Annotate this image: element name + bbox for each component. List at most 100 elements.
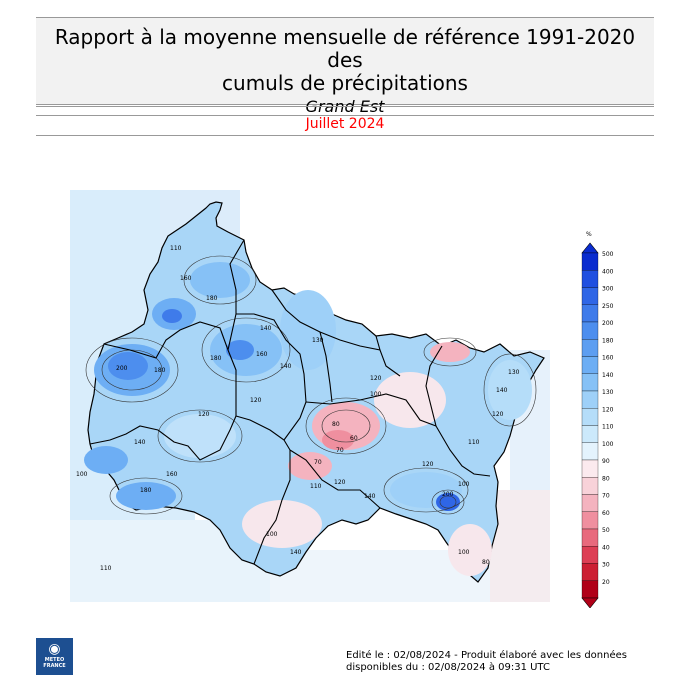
legend-level-label: 20 xyxy=(602,579,610,586)
near-normal-area xyxy=(242,500,322,548)
surrounding-field xyxy=(490,490,550,602)
contour-label: 70 xyxy=(314,459,322,466)
legend-swatch xyxy=(581,442,599,461)
legend-top-arrow xyxy=(581,242,599,254)
contour-label: 60 xyxy=(350,435,358,442)
legend-swatch xyxy=(581,563,599,581)
contour-label: 100 xyxy=(266,531,278,538)
precip-area-very-high xyxy=(226,340,254,360)
contour-label: 180 xyxy=(210,355,222,362)
header-panel: Rapport à la moyenne mensuelle de référe… xyxy=(36,17,654,116)
contour-label: 110 xyxy=(310,483,322,490)
separator-line xyxy=(36,135,654,136)
contour-label: 120 xyxy=(370,375,382,382)
contour-label: 70 xyxy=(336,447,344,454)
separator-line xyxy=(36,115,654,116)
legend-swatch xyxy=(581,287,599,305)
logo-text-line2: FRANCE xyxy=(43,663,66,669)
legend-level-label: 40 xyxy=(602,544,610,551)
edition-info: Edité le : 02/08/2024 - Produit élaboré … xyxy=(346,650,666,674)
contour-label: 200 xyxy=(442,491,454,498)
meteo-france-logo: ◉ METEO FRANCE xyxy=(36,638,73,675)
department-boundaries xyxy=(89,239,491,565)
legend-bottom-arrow xyxy=(581,597,599,608)
legend-swatch xyxy=(581,494,599,512)
logo-text-line1: METEO xyxy=(44,657,65,663)
contour-label: 140 xyxy=(364,493,376,500)
contour-label: 120 xyxy=(198,411,210,418)
legend-level-label: 70 xyxy=(602,493,610,500)
contour-label: 200 xyxy=(116,365,128,372)
contour-label: 120 xyxy=(250,397,262,404)
contour-label: 120 xyxy=(334,479,346,486)
contour-label: 160 xyxy=(166,471,178,478)
legend-level-label: 140 xyxy=(602,372,614,379)
contour-label: 180 xyxy=(140,487,152,494)
precip-area-high xyxy=(84,446,128,474)
period-label: Juillet 2024 xyxy=(305,116,385,132)
color-scale-legend: % 500 400 300 250 200 180 160 140 130 120 110 100 90… xyxy=(581,231,614,608)
legend-swatch xyxy=(581,408,599,426)
legend-labels: 500 400 300 250 200 180 160 140 130 120 110 100 90 80… xyxy=(602,251,614,586)
contour-label: 140 xyxy=(496,387,508,394)
title-line-2: cumuls de précipitations xyxy=(222,71,468,95)
legend-swatch xyxy=(581,270,599,288)
precip-area-high xyxy=(190,262,250,298)
legend-level-label: 50 xyxy=(602,527,610,534)
contour-label: 180 xyxy=(206,295,218,302)
legend-level-label: 250 xyxy=(602,303,614,310)
legend-level-label: 500 xyxy=(602,251,614,258)
legend-swatch xyxy=(581,580,599,599)
contour-label: 110 xyxy=(100,565,112,572)
legend-level-label: 180 xyxy=(602,337,614,344)
near-normal-area xyxy=(374,372,446,428)
precip-area-very-high xyxy=(108,352,148,380)
legend-level-label: 120 xyxy=(602,406,614,413)
contour-label: 100 xyxy=(76,471,88,478)
legend-unit: % xyxy=(586,231,592,238)
contour-label: 140 xyxy=(260,325,272,332)
contour-label: 160 xyxy=(180,275,192,282)
contour-label: 80 xyxy=(482,559,490,566)
contour-label: 100 xyxy=(458,549,470,556)
near-normal-area xyxy=(448,524,492,576)
legend-swatch xyxy=(581,459,599,478)
legend-swatch xyxy=(581,252,599,271)
contour-label: 110 xyxy=(170,245,182,252)
contour-label: 140 xyxy=(290,549,302,556)
legend-level-label: 160 xyxy=(602,355,614,362)
edition-line-1: Edité le : 02/08/2024 - Produit élaboré … xyxy=(346,650,627,661)
legend-level-label: 400 xyxy=(602,268,614,275)
contour-label: 180 xyxy=(154,367,166,374)
legend-level-label: 80 xyxy=(602,475,610,482)
contour-label: 80 xyxy=(332,421,340,428)
precip-area-high xyxy=(116,482,176,510)
legend-level-label: 130 xyxy=(602,389,614,396)
logo-mark-icon: ◉ xyxy=(48,641,61,657)
legend-level-label: 60 xyxy=(602,510,610,517)
legend-swatch xyxy=(581,321,599,340)
contour-labels: 110 160 180 180 200 140 160 180 120 140 … xyxy=(76,245,520,572)
legend-swatch xyxy=(581,356,599,374)
legend-swatch xyxy=(581,304,599,323)
edition-line-2: disponibles du : 02/08/2024 à 09:31 UTC xyxy=(346,662,550,673)
legend-swatch xyxy=(581,390,599,409)
contour-label: 100 xyxy=(370,391,382,398)
contour-label: 140 xyxy=(280,363,292,370)
legend-level-label: 90 xyxy=(602,458,610,465)
precipitation-ratio-map: 110 160 180 180 200 140 160 180 120 140 … xyxy=(70,190,550,602)
legend-level-label: 110 xyxy=(602,424,614,431)
deficit-area xyxy=(288,452,332,480)
separator-line xyxy=(36,106,654,107)
contour-label: 130 xyxy=(508,369,520,376)
legend-swatch xyxy=(581,528,599,547)
legend-swatch xyxy=(581,511,599,530)
precip-area-moderate xyxy=(164,414,236,458)
title-line-1: Rapport à la moyenne mensuelle de référe… xyxy=(54,25,636,72)
contour-label: 120 xyxy=(422,461,434,468)
contour-label: 110 xyxy=(468,439,480,446)
contour-label: 140 xyxy=(134,439,146,446)
contour-label: 100 xyxy=(458,481,470,488)
legend-level-label: 30 xyxy=(602,562,610,569)
legend-swatch xyxy=(581,425,599,443)
